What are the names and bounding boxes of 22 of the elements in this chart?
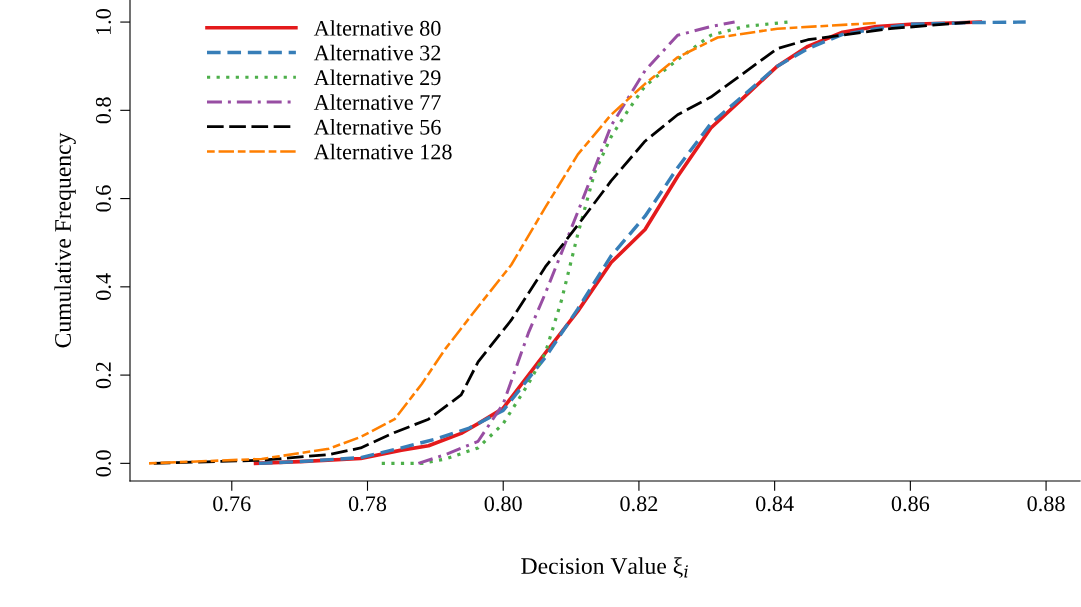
x-tick-label: 0.82 xyxy=(620,496,658,512)
y-tick-label: 0.0 xyxy=(95,450,111,477)
y-tick-label: 0.2 xyxy=(95,362,111,389)
y-tick-label: 0.4 xyxy=(95,273,111,300)
x-tick-label: 0.88 xyxy=(1027,496,1065,512)
x-tick-label: 0.84 xyxy=(756,496,794,512)
x-tick-label: 0.76 xyxy=(213,496,251,512)
x-tick-label: 0.78 xyxy=(348,496,387,512)
legend-label: Alternative 77 xyxy=(313,94,441,110)
line-series xyxy=(416,20,737,465)
x-tick-label: 0.86 xyxy=(891,496,930,512)
x-axis-title: Decision Value ξ$_{i}$ xyxy=(521,557,688,578)
legend-label: Alternative 32 xyxy=(313,44,441,61)
legend-label: Alternative 29 xyxy=(313,69,441,86)
y-tick-label: 1.0 xyxy=(95,9,111,34)
legend-label: Alternative 80 xyxy=(313,20,441,36)
x-tick-label: 0.80 xyxy=(484,496,522,512)
y-tick-label: 0.6 xyxy=(95,185,111,212)
y-axis-title: Cumulative Frequency xyxy=(54,132,76,348)
legend-label: Alternative 128 xyxy=(313,143,452,160)
legend-label: Alternative 56 xyxy=(313,119,441,135)
y-tick-label: 0.8 xyxy=(95,97,111,124)
